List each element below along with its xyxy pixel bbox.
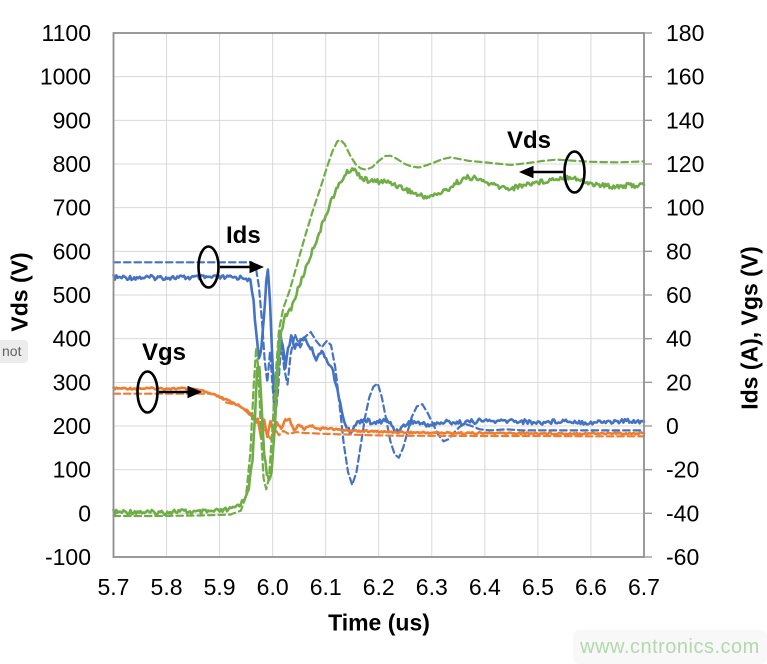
x-axis-tick-label: 5.8 <box>151 574 183 600</box>
left-axis-tick-label: 900 <box>53 107 91 133</box>
left-axis-tick-label: 600 <box>53 238 91 264</box>
vds-arrow-head <box>519 165 534 179</box>
ids-annotation-marker <box>197 245 264 289</box>
plot-frame <box>112 32 652 558</box>
trace-ids-solid <box>112 268 646 435</box>
right-axis-tick-label: 80 <box>666 238 692 264</box>
ids-arrow-head <box>249 260 264 274</box>
x-axis-tick-label: 6.6 <box>575 574 607 600</box>
right-axis-tick-label: 160 <box>666 64 704 90</box>
left-axis-tick-label: 700 <box>53 195 91 221</box>
x-axis-tick-label: 6.2 <box>363 574 395 600</box>
ids-annotation-label: Ids <box>226 222 261 249</box>
gridlines <box>113 33 644 557</box>
watermark-text: www.cntronics.com <box>573 630 767 664</box>
x-axis-tick-label: 6.7 <box>628 574 660 600</box>
right-axis-title: Ids (A), Vgs (V) <box>736 246 763 410</box>
left-axis-tick-label: 300 <box>53 369 91 395</box>
x-axis-tick-label: 6.0 <box>257 574 289 600</box>
right-axis-tick-label: 120 <box>666 151 704 177</box>
x-axis-tick-label: 5.9 <box>204 574 236 600</box>
trace-vds-solid <box>112 167 646 517</box>
right-axis-tick-label: 60 <box>666 282 692 308</box>
vgs-annotation-marker <box>136 370 202 414</box>
x-axis-title: Time (us) <box>328 609 430 636</box>
right-axis-tick-label: -40 <box>666 500 699 526</box>
right-axis-tick-label: 40 <box>666 326 692 352</box>
left-axis-tick-label: 100 <box>53 457 91 483</box>
left-axis-tick-label: 1100 <box>42 20 91 46</box>
left-axis-title: Vds (V) <box>6 252 33 332</box>
vds-annotation-label: Vds <box>507 127 552 154</box>
trace-vgs-solid <box>112 386 646 439</box>
trace-lines <box>112 138 646 518</box>
tooltip-fragment: not <box>0 340 29 363</box>
right-axis-tick-label: -60 <box>666 544 699 570</box>
x-axis-tick-label: 6.3 <box>416 574 448 600</box>
left-axis-tick-label: 800 <box>53 151 91 177</box>
axis-tick-labels: 110010009008007006005004003002001000-100… <box>40 20 705 600</box>
vgs-annotation-label: Vgs <box>142 339 187 366</box>
right-axis-tick-label: 100 <box>666 195 704 221</box>
annotation-markers <box>136 150 586 414</box>
vds-annotation-marker <box>519 150 586 194</box>
left-axis-tick-label: 400 <box>53 326 91 352</box>
vds-ellipse <box>563 150 586 194</box>
x-axis-tick-label: 6.5 <box>522 574 554 600</box>
right-axis-tick-label: 20 <box>666 369 692 395</box>
x-axis-tick-label: 6.1 <box>310 574 342 600</box>
right-axis-tick-label: -20 <box>666 457 699 483</box>
x-axis-tick-label: 5.7 <box>98 574 130 600</box>
ids-ellipse <box>197 245 220 289</box>
left-axis-tick-label: 0 <box>78 500 91 526</box>
right-axis-tick-label: 0 <box>666 413 679 439</box>
left-axis-tick-label: -100 <box>45 544 91 570</box>
left-axis-tick-label: 500 <box>53 282 91 308</box>
trace-vds-dashed <box>112 138 646 518</box>
vgs-ellipse <box>136 370 159 414</box>
right-axis-tick-label: 140 <box>666 107 704 133</box>
vgs-arrow-head <box>187 385 202 399</box>
x-axis-tick-label: 6.4 <box>469 574 501 600</box>
left-axis-tick-label: 1000 <box>40 64 91 90</box>
left-axis-tick-label: 200 <box>53 413 91 439</box>
right-axis-tick-label: 180 <box>666 20 704 46</box>
